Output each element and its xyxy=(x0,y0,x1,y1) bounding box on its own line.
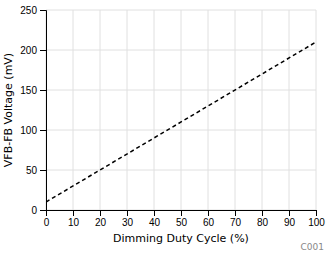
tick-label: 100 xyxy=(308,217,325,228)
grid-line-y xyxy=(46,50,316,51)
tick-label: 20 xyxy=(95,217,107,228)
tick-mark xyxy=(40,90,46,91)
tick-label: 10 xyxy=(68,217,80,228)
tick-label: 0 xyxy=(31,205,37,216)
tick-mark xyxy=(181,210,182,216)
grid-line-x xyxy=(316,10,317,210)
tick: 90 xyxy=(284,210,296,228)
grid-line-x xyxy=(154,10,155,210)
tick-mark xyxy=(235,210,236,216)
tick-mark xyxy=(100,210,101,216)
tick-label: 60 xyxy=(203,217,215,228)
tick-label: 30 xyxy=(122,217,134,228)
grid-line-y xyxy=(46,170,316,171)
tick-label: 80 xyxy=(257,217,269,228)
tick-label: 40 xyxy=(149,217,161,228)
grid-line-y xyxy=(46,130,316,131)
grid-line-x xyxy=(289,10,290,210)
tick: 250 xyxy=(20,5,46,16)
grid-line-x xyxy=(235,10,236,210)
tick: 40 xyxy=(149,210,161,228)
tick: 150 xyxy=(20,85,46,96)
grid-line-x xyxy=(181,10,182,210)
tick-label: 50 xyxy=(26,165,38,176)
tick-label: 200 xyxy=(20,45,37,56)
tick-label: 90 xyxy=(284,217,296,228)
tick: 200 xyxy=(20,45,46,56)
chart: 0 10 20 30 40 50 60 70 80 90 100 0 50 100 150 200 250 Dim… xyxy=(0,0,330,254)
tick-mark xyxy=(40,170,46,171)
tick: 100 xyxy=(308,210,325,228)
annotation: C001 xyxy=(301,242,324,252)
tick-mark xyxy=(208,210,209,216)
tick: 0 xyxy=(31,205,46,216)
grid-line-x xyxy=(208,10,209,210)
y-axis-title: VFB-FB Voltage (mV) xyxy=(2,53,15,167)
tick-mark xyxy=(154,210,155,216)
tick-mark xyxy=(316,210,317,216)
grid-line-y xyxy=(46,90,316,91)
plot-area: 0 10 20 30 40 50 60 70 80 90 100 0 50 100 150 200 250 xyxy=(20,5,325,228)
y-axis: 0 50 100 150 200 250 xyxy=(20,5,46,216)
tick-mark xyxy=(127,210,128,216)
marks xyxy=(46,42,316,202)
grid-line-x xyxy=(73,10,74,210)
tick: 70 xyxy=(230,210,242,228)
tick-mark xyxy=(40,210,46,211)
tick-label: 0 xyxy=(44,217,50,228)
tick: 50 xyxy=(176,210,188,228)
tick-mark xyxy=(289,210,290,216)
tick-mark xyxy=(40,50,46,51)
tick: 100 xyxy=(20,125,46,136)
tick: 20 xyxy=(95,210,107,228)
tick-mark xyxy=(73,210,74,216)
grid-line-y xyxy=(46,10,316,11)
axis-line xyxy=(47,211,317,217)
tick: 10 xyxy=(68,210,80,228)
tick-mark xyxy=(262,210,263,216)
tick: 0 xyxy=(44,210,50,228)
tick-label: 100 xyxy=(20,125,37,136)
tick-mark xyxy=(40,130,46,131)
x-axis: 0 10 20 30 40 50 60 70 80 90 100 xyxy=(44,210,326,228)
line xyxy=(46,42,316,202)
tick: 30 xyxy=(122,210,134,228)
grid-line-x xyxy=(262,10,263,210)
tick-label: 50 xyxy=(176,217,188,228)
tick-label: 70 xyxy=(230,217,242,228)
x-axis-title: Dimming Duty Cycle (%) xyxy=(113,232,249,245)
tick-mark xyxy=(40,10,46,11)
grid xyxy=(46,10,316,210)
grid-line-x xyxy=(127,10,128,210)
tick-label: 150 xyxy=(20,85,37,96)
tick-label: 250 xyxy=(20,5,37,16)
tick: 50 xyxy=(26,165,46,176)
axis-line xyxy=(40,11,47,211)
tick: 60 xyxy=(203,210,215,228)
grid-line-x xyxy=(100,10,101,210)
tick: 80 xyxy=(257,210,269,228)
